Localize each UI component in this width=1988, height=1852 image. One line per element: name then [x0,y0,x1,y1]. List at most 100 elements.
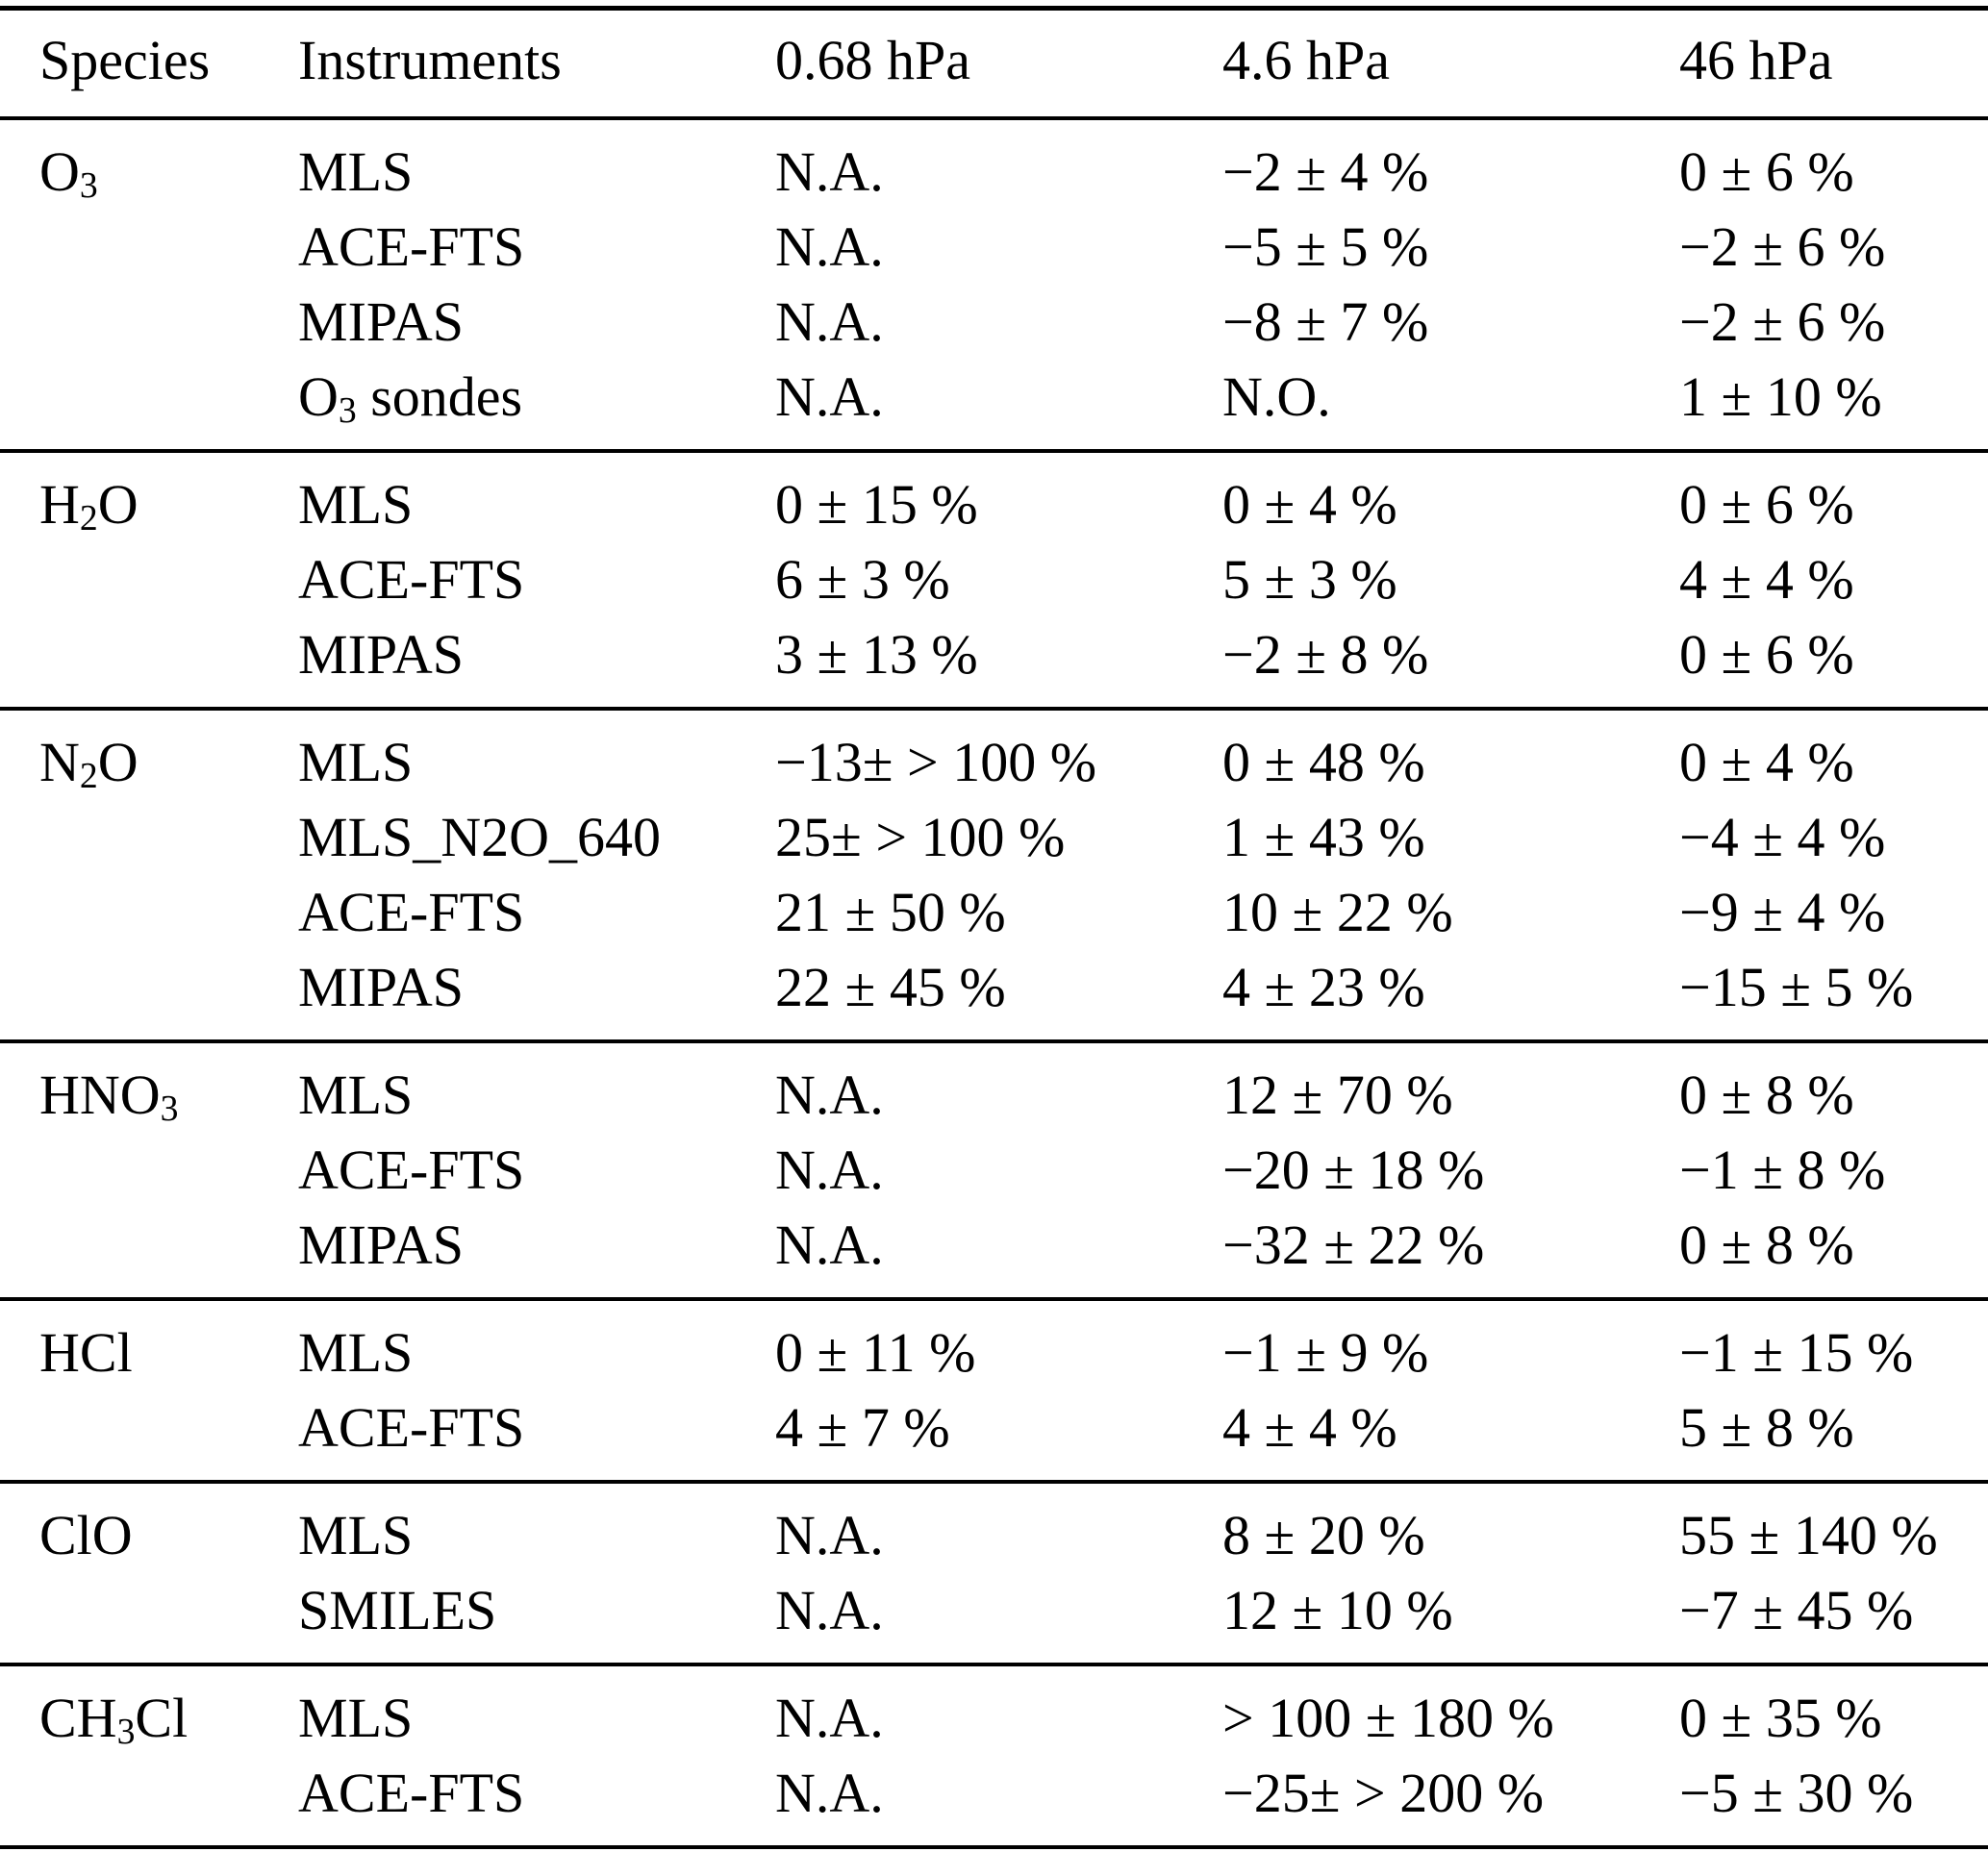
species-text: CH [39,1687,117,1749]
value-cell: N.A. [775,1687,884,1749]
value-cell: N.A. [775,1139,884,1201]
species-section-hcl: HCl MLS 0 ± 11 % −1 ± 9 % −1 ± 15 % ACE-… [0,1299,1988,1482]
table-row: MIPAS 22 ± 45 % 4 ± 23 % −15 ± 5 % [0,950,1988,1041]
instrument-cell: ACE-FTS [298,1756,775,1847]
value-cell: −2 ± 8 % [1222,623,1429,686]
species-subscript: 3 [116,1711,136,1752]
instrument-cell: MLS [298,709,775,800]
instrument-text: ACE-FTS [298,1396,525,1459]
value-cell: −1 ± 9 % [1222,1321,1429,1384]
value-cell: −1 ± 8 % [1679,1139,1886,1201]
table-row: HCl MLS 0 ± 11 % −1 ± 9 % −1 ± 15 % [0,1299,1988,1390]
value-cell: 12 ± 70 % [1222,1064,1453,1126]
table-row: ACE-FTS 6 ± 3 % 5 ± 3 % 4 ± 4 % [0,542,1988,617]
species-text: ClO [39,1504,133,1566]
value-cell: −32 ± 22 % [1222,1214,1485,1276]
species-cell: H2O [0,451,298,709]
value-cell: 4 ± 4 % [1679,548,1854,611]
value-cell: N.A. [775,365,884,428]
value-cell: 0 ± 35 % [1679,1687,1882,1749]
species-cell: N2O [0,709,298,1041]
species-subscript: 3 [160,1088,179,1129]
value-cell: 6 ± 3 % [775,548,950,611]
species-cell: HNO3 [0,1041,298,1299]
instrument-text: MIPAS [298,290,464,353]
instrument-text: ACE-FTS [298,1762,525,1824]
value-cell: N.A. [775,1762,884,1824]
comparison-table: Species Instruments 0.68 hPa 4.6 hPa 46 … [0,6,1988,1849]
instrument-text: MLS [298,1687,414,1749]
instrument-cell: ACE-FTS [298,1133,775,1208]
value-cell: −2 ± 6 % [1679,215,1886,278]
species-text: O [39,140,80,203]
species-text-post: O [97,473,138,536]
species-section-n2o: N2O MLS −13± > 100 % 0 ± 48 % 0 ± 4 % ML… [0,709,1988,1041]
table-row: ClO MLS N.A. 8 ± 20 % 55 ± 140 % [0,1482,1988,1573]
value-cell: −1 ± 15 % [1679,1321,1914,1384]
species-text: HCl [39,1321,133,1384]
instrument-text: MLS_N2O_640 [298,806,662,868]
species-section-hno3: HNO3 MLS N.A. 12 ± 70 % 0 ± 8 % ACE-FTS … [0,1041,1988,1299]
table-row: MIPAS N.A. −32 ± 22 % 0 ± 8 % [0,1208,1988,1299]
table-row: CH3Cl MLS N.A. > 100 ± 180 % 0 ± 35 % [0,1664,1988,1756]
value-cell: N.A. [775,290,884,353]
value-cell: 0 ± 6 % [1679,140,1854,203]
value-cell: 0 ± 48 % [1222,731,1425,793]
value-cell: −2 ± 4 % [1222,140,1429,203]
value-cell: −20 ± 18 % [1222,1139,1485,1201]
species-section-h2o: H2O MLS 0 ± 15 % 0 ± 4 % 0 ± 6 % ACE-FTS… [0,451,1988,709]
instrument-cell: MLS [298,1299,775,1390]
table-header: Species Instruments 0.68 hPa 4.6 hPa 46 … [0,8,1988,120]
value-cell: N.A. [775,1504,884,1566]
instrument-cell: MLS [298,451,775,542]
value-cell: 1 ± 43 % [1222,806,1425,868]
value-cell: N.A. [775,1579,884,1641]
value-cell: 5 ± 3 % [1222,548,1397,611]
column-header-species: Species [0,8,298,120]
table-row: HNO3 MLS N.A. 12 ± 70 % 0 ± 8 % [0,1041,1988,1133]
value-cell: 5 ± 8 % [1679,1396,1854,1459]
value-cell: 4 ± 23 % [1222,956,1425,1018]
value-cell: 8 ± 20 % [1222,1504,1425,1566]
table-row: O3 sondes N.A. N.O. 1 ± 10 % [0,360,1988,451]
table-row: O3 MLS N.A. −2 ± 4 % 0 ± 6 % [0,118,1988,210]
species-text: HNO [39,1064,161,1126]
value-cell: −8 ± 7 % [1222,290,1429,353]
value-cell: 3 ± 13 % [775,623,978,686]
column-header-4-6hpa: 4.6 hPa [1222,8,1679,120]
value-cell: −7 ± 45 % [1679,1579,1914,1641]
value-cell: 4 ± 7 % [775,1396,950,1459]
instrument-text: ACE-FTS [298,881,525,943]
value-cell: −25± > 200 % [1222,1762,1545,1824]
species-subscript: 2 [79,497,98,538]
column-header-0-68hpa: 0.68 hPa [775,8,1222,120]
instrument-text: MIPAS [298,956,464,1018]
value-cell: 4 ± 4 % [1222,1396,1397,1459]
table-row: ACE-FTS 21 ± 50 % 10 ± 22 % −9 ± 4 % [0,875,1988,950]
instrument-cell: ACE-FTS [298,1390,775,1482]
species-section-clo: ClO MLS N.A. 8 ± 20 % 55 ± 140 % SMILES … [0,1482,1988,1664]
value-cell: −5 ± 5 % [1222,215,1429,278]
table-row: MIPAS 3 ± 13 % −2 ± 8 % 0 ± 6 % [0,617,1988,709]
instrument-text: ACE-FTS [298,1139,525,1201]
column-header-46hpa: 46 hPa [1679,8,1988,120]
instrument-cell: MIPAS [298,950,775,1041]
table-row: ACE-FTS N.A. −5 ± 5 % −2 ± 6 % [0,210,1988,285]
value-cell: 21 ± 50 % [775,881,1006,943]
value-cell: 1 ± 10 % [1679,365,1882,428]
instrument-text: MLS [298,1504,414,1566]
value-cell: > 100 ± 180 % [1222,1687,1554,1749]
instrument-cell: ACE-FTS [298,542,775,617]
instrument-subscript: 3 [338,389,357,431]
instrument-text: ACE-FTS [298,548,525,611]
instrument-cell: MLS [298,1664,775,1756]
instrument-cell: MIPAS [298,285,775,360]
value-cell: 0 ± 4 % [1679,731,1854,793]
value-cell: 0 ± 6 % [1679,473,1854,536]
table-row: SMILES N.A. 12 ± 10 % −7 ± 45 % [0,1573,1988,1664]
species-section-o3: O3 MLS N.A. −2 ± 4 % 0 ± 6 % ACE-FTS N.A… [0,118,1988,451]
value-cell: N.A. [775,1064,884,1126]
instrument-cell: MIPAS [298,1208,775,1299]
value-cell: N.A. [775,1214,884,1276]
instrument-cell: MLS [298,1482,775,1573]
